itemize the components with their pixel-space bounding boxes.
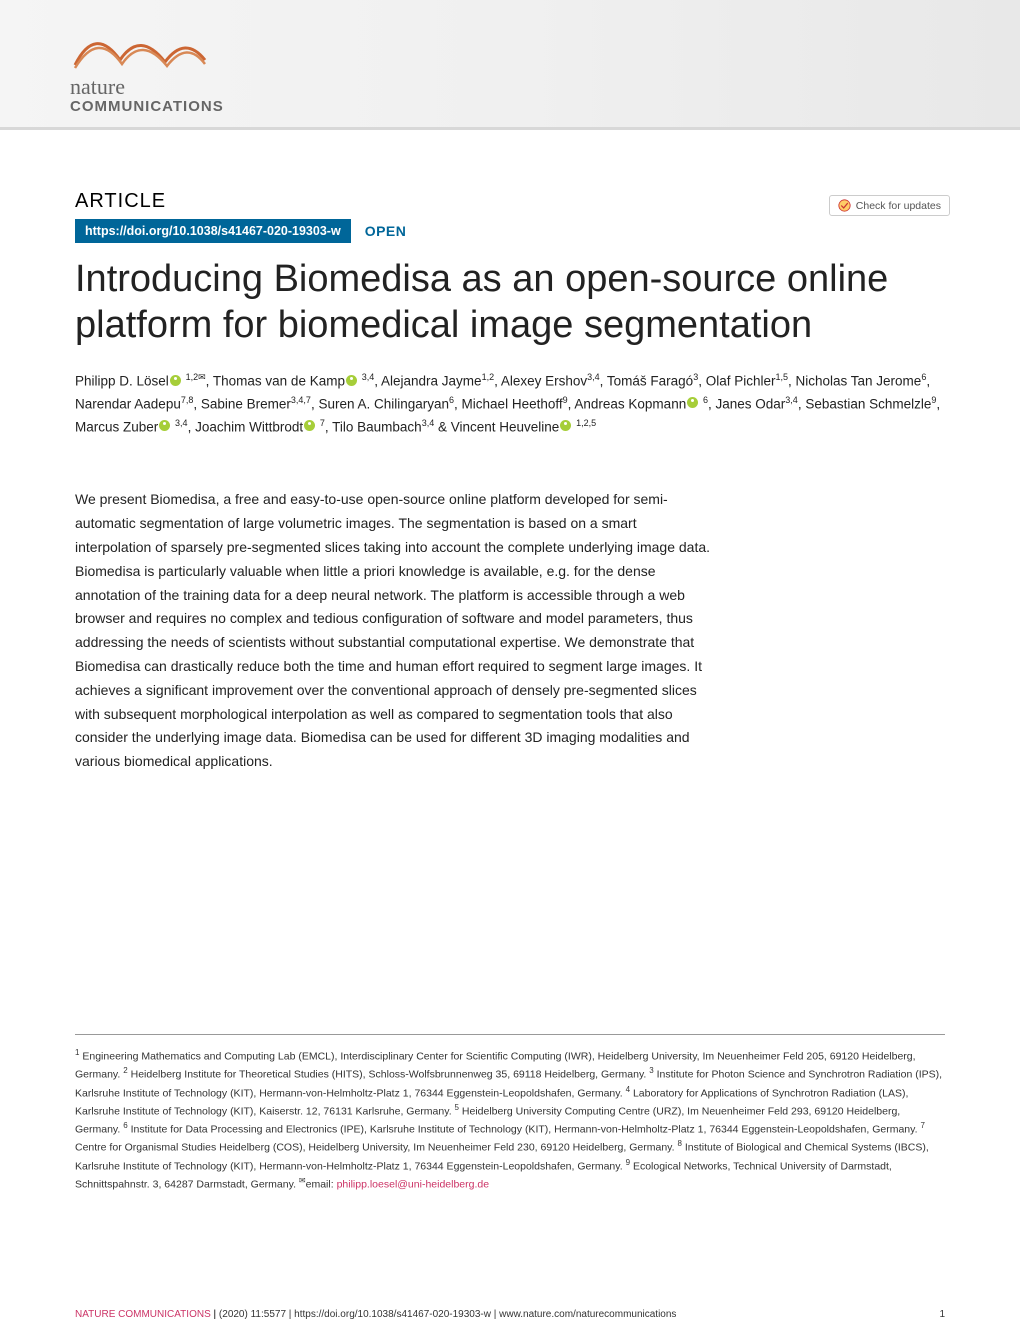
orcid-icon[interactable] xyxy=(687,397,698,408)
logo-text-line1: nature xyxy=(70,76,224,98)
orcid-icon[interactable] xyxy=(560,420,571,431)
article-title: Introducing Biomedisa as an open-source … xyxy=(75,257,945,348)
orcid-icon[interactable] xyxy=(346,375,357,386)
orcid-icon[interactable] xyxy=(170,375,181,386)
footer-journal-name: NATURE COMMUNICATIONS xyxy=(75,1309,211,1320)
footer-page-number: 1 xyxy=(939,1309,945,1320)
article-label: ARTICLE xyxy=(75,190,945,213)
check-updates-label: Check for updates xyxy=(856,200,941,212)
journal-logo: nature COMMUNICATIONS xyxy=(70,20,224,115)
orcid-icon[interactable] xyxy=(304,420,315,431)
open-access-badge: OPEN xyxy=(365,223,407,239)
logo-swirl-icon xyxy=(70,20,210,75)
orcid-icon[interactable] xyxy=(159,420,170,431)
corresponding-email[interactable]: philipp.loesel@uni-heidelberg.de xyxy=(337,1178,490,1190)
page-footer: NATURE COMMUNICATIONS | (2020) 11:5577 |… xyxy=(75,1309,945,1320)
abstract: We present Biomedisa, a free and easy-to… xyxy=(75,488,715,774)
author-list: Philipp D. Lösel 1,2✉, Thomas van de Kam… xyxy=(75,370,945,438)
doi-link[interactable]: https://doi.org/10.1038/s41467-020-19303… xyxy=(75,219,351,243)
crossmark-icon xyxy=(838,199,851,212)
doi-row: https://doi.org/10.1038/s41467-020-19303… xyxy=(75,219,945,243)
footer-journal: NATURE COMMUNICATIONS | (2020) 11:5577 |… xyxy=(75,1309,676,1320)
affiliations-block: 1 Engineering Mathematics and Computing … xyxy=(75,1034,945,1193)
check-updates-button[interactable]: Check for updates xyxy=(829,195,950,216)
article-content: ARTICLE https://doi.org/10.1038/s41467-0… xyxy=(0,130,1020,1193)
journal-header: nature COMMUNICATIONS xyxy=(0,0,1020,130)
logo-text-line2: COMMUNICATIONS xyxy=(70,98,224,115)
footer-citation: (2020) 11:5577 | https://doi.org/10.1038… xyxy=(219,1309,677,1320)
